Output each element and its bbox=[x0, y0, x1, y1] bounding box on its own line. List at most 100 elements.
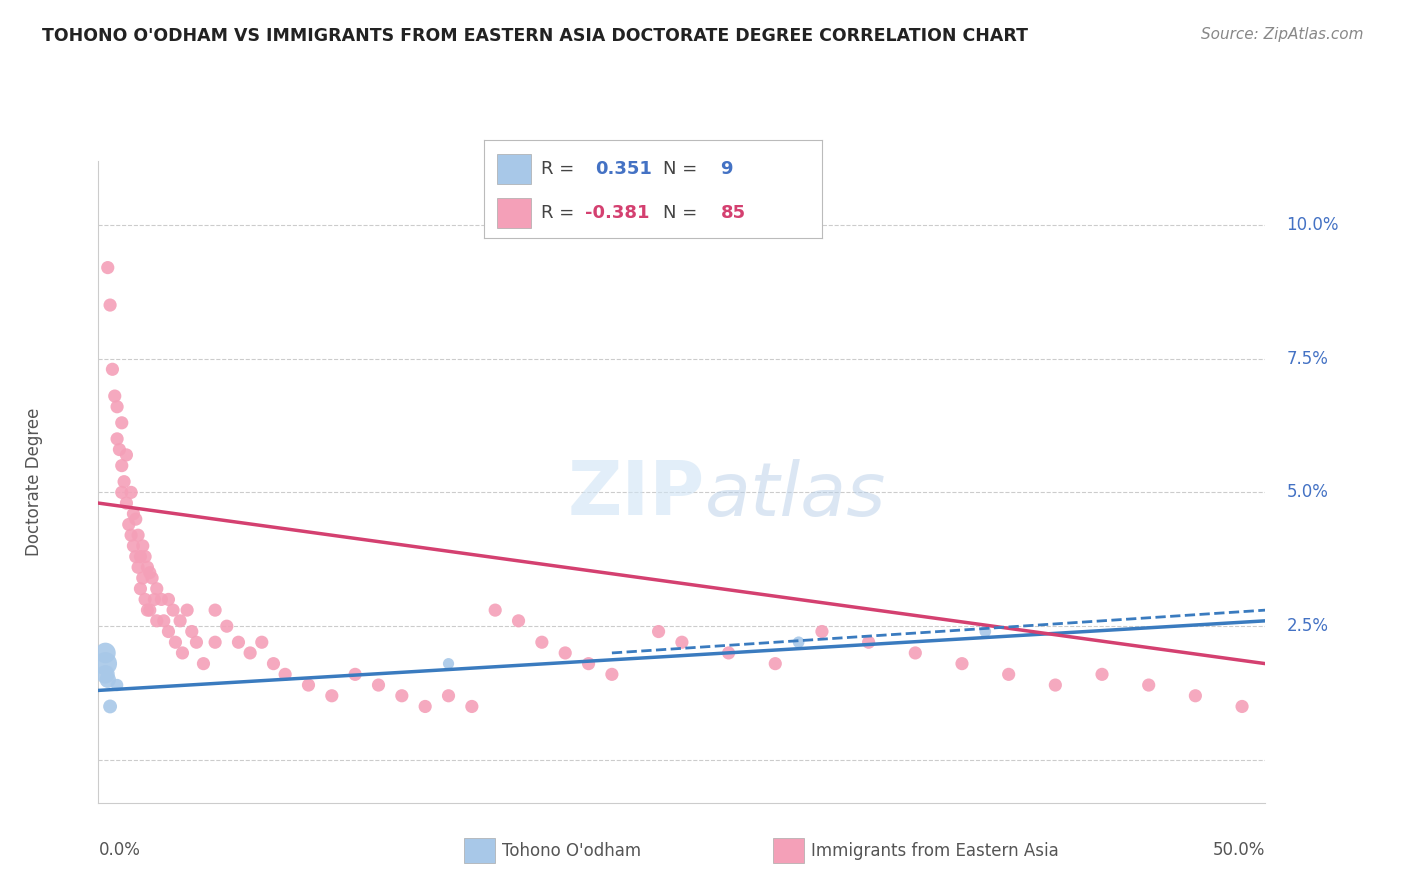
Text: Tohono O'odham: Tohono O'odham bbox=[502, 842, 641, 860]
Point bbox=[132, 539, 155, 553]
Point bbox=[250, 635, 273, 649]
Point bbox=[391, 689, 413, 703]
Text: R =: R = bbox=[541, 160, 586, 178]
Point bbox=[554, 646, 576, 660]
Point bbox=[647, 624, 669, 639]
Point bbox=[204, 603, 226, 617]
Point bbox=[437, 657, 460, 671]
Point bbox=[717, 646, 740, 660]
Point bbox=[111, 458, 134, 473]
Point bbox=[118, 517, 141, 532]
Point bbox=[104, 389, 127, 403]
Point bbox=[763, 657, 786, 671]
Point bbox=[146, 614, 169, 628]
Point bbox=[787, 635, 810, 649]
Text: ZIP: ZIP bbox=[568, 458, 706, 531]
Point bbox=[671, 635, 693, 649]
Point bbox=[134, 592, 156, 607]
Point bbox=[1091, 667, 1114, 681]
Point bbox=[176, 603, 198, 617]
Point bbox=[98, 298, 121, 312]
Text: 2.5%: 2.5% bbox=[1286, 617, 1329, 635]
Text: 50.0%: 50.0% bbox=[1213, 841, 1265, 859]
Point bbox=[508, 614, 530, 628]
Point bbox=[811, 624, 834, 639]
Point bbox=[169, 614, 191, 628]
Point bbox=[344, 667, 367, 681]
Point bbox=[94, 657, 117, 671]
Text: 9: 9 bbox=[720, 160, 733, 178]
Point bbox=[152, 614, 174, 628]
Point bbox=[111, 416, 134, 430]
Point bbox=[150, 592, 173, 607]
Point bbox=[413, 699, 436, 714]
Point bbox=[600, 667, 623, 681]
Point bbox=[94, 646, 117, 660]
Point bbox=[1045, 678, 1067, 692]
Text: 7.5%: 7.5% bbox=[1286, 350, 1329, 368]
Text: Immigrants from Eastern Asia: Immigrants from Eastern Asia bbox=[811, 842, 1059, 860]
Point bbox=[127, 528, 149, 542]
Point bbox=[180, 624, 202, 639]
Point bbox=[115, 496, 138, 510]
Point bbox=[274, 667, 297, 681]
Point bbox=[1230, 699, 1253, 714]
Point bbox=[1137, 678, 1160, 692]
Point bbox=[132, 571, 155, 585]
Point bbox=[367, 678, 389, 692]
Point bbox=[105, 678, 128, 692]
Text: 5.0%: 5.0% bbox=[1286, 483, 1329, 501]
Point bbox=[437, 689, 460, 703]
Text: Source: ZipAtlas.com: Source: ZipAtlas.com bbox=[1201, 27, 1364, 42]
Point bbox=[141, 571, 163, 585]
Point bbox=[1184, 689, 1206, 703]
Point bbox=[193, 657, 215, 671]
Point bbox=[134, 549, 156, 564]
Point bbox=[108, 442, 131, 457]
Point bbox=[165, 635, 187, 649]
Point bbox=[127, 560, 149, 574]
Bar bbox=[498, 198, 531, 227]
Point bbox=[297, 678, 319, 692]
Point bbox=[136, 560, 159, 574]
Point bbox=[120, 528, 142, 542]
Point bbox=[228, 635, 250, 649]
Point bbox=[904, 646, 927, 660]
Point bbox=[950, 657, 973, 671]
Point bbox=[97, 673, 120, 687]
Point bbox=[239, 646, 262, 660]
Point bbox=[578, 657, 600, 671]
Point bbox=[172, 646, 194, 660]
Point bbox=[215, 619, 238, 633]
Text: Doctorate Degree: Doctorate Degree bbox=[25, 408, 44, 556]
Text: R =: R = bbox=[541, 204, 581, 222]
Point bbox=[858, 635, 880, 649]
Point bbox=[111, 485, 134, 500]
Point bbox=[112, 475, 135, 489]
Point bbox=[129, 549, 152, 564]
Text: 0.0%: 0.0% bbox=[98, 841, 141, 859]
Text: N =: N = bbox=[662, 204, 703, 222]
Bar bbox=[498, 154, 531, 184]
Point bbox=[122, 539, 145, 553]
Point bbox=[157, 592, 180, 607]
Point bbox=[139, 603, 162, 617]
Point bbox=[125, 512, 148, 526]
Point bbox=[143, 592, 166, 607]
Point bbox=[129, 582, 152, 596]
Point bbox=[186, 635, 208, 649]
Text: atlas: atlas bbox=[706, 458, 887, 531]
Point bbox=[997, 667, 1019, 681]
Point bbox=[122, 507, 145, 521]
Point bbox=[97, 260, 120, 275]
Point bbox=[125, 549, 148, 564]
Text: 85: 85 bbox=[720, 204, 745, 222]
Text: TOHONO O'ODHAM VS IMMIGRANTS FROM EASTERN ASIA DOCTORATE DEGREE CORRELATION CHAR: TOHONO O'ODHAM VS IMMIGRANTS FROM EASTER… bbox=[42, 27, 1028, 45]
Text: -0.381: -0.381 bbox=[585, 204, 650, 222]
Point bbox=[115, 448, 138, 462]
Point bbox=[974, 624, 997, 639]
Point bbox=[98, 699, 121, 714]
Point bbox=[139, 566, 162, 580]
Point bbox=[321, 689, 343, 703]
Point bbox=[204, 635, 226, 649]
